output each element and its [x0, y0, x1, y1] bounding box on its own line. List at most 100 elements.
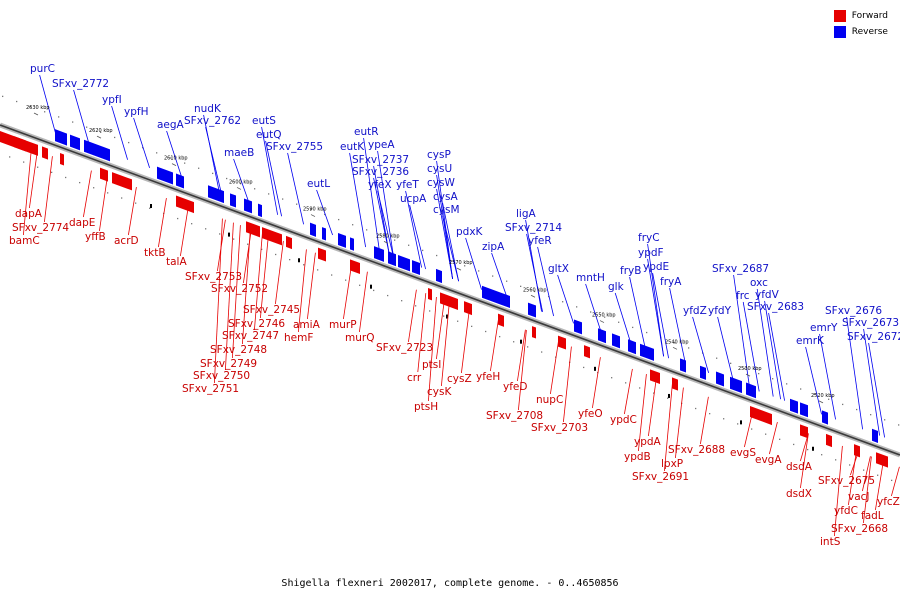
- reverse-gene-label: SFxv_2714: [505, 222, 562, 234]
- scale-dot: [191, 223, 193, 225]
- scale-dot: [408, 244, 410, 246]
- leader-line: [891, 466, 900, 497]
- scale-dot: [772, 378, 774, 380]
- tick-label: 2600 kbp: [229, 179, 253, 185]
- leader-line: [205, 126, 222, 195]
- scale-dot: [149, 207, 151, 209]
- scale-dot: [240, 183, 242, 185]
- leader-line: [819, 333, 836, 420]
- forward-gene: [318, 247, 326, 262]
- leader-line: [585, 283, 602, 334]
- legend: Forward Reverse: [833, 8, 888, 40]
- reverse-gene-label: maeB: [224, 147, 254, 159]
- leader-line: [133, 117, 150, 168]
- forward-swatch: [833, 10, 846, 22]
- forward-gene-label: dsdX: [786, 488, 812, 500]
- forward-gene-label: SFxv_2708: [486, 410, 543, 422]
- reverse-gene-label: glk: [608, 281, 625, 293]
- scale-dot: [415, 305, 417, 307]
- forward-gene-label: evgA: [755, 454, 782, 466]
- leader-line: [405, 190, 422, 268]
- reverse-gene: [800, 402, 808, 418]
- forward-gene: [176, 195, 194, 214]
- scale-dot: [380, 234, 382, 236]
- forward-gene-label: SFxv_2691: [632, 471, 689, 483]
- leader-line: [669, 287, 686, 365]
- tick-mark: [599, 320, 605, 323]
- tick-label: 2570 kbp: [449, 260, 473, 266]
- reverse-gene: [482, 285, 500, 305]
- tick-label: 2590 kbp: [303, 207, 327, 213]
- leader-line: [29, 150, 38, 209]
- scale-dot: [156, 152, 158, 154]
- leader-line: [373, 165, 390, 256]
- forward-gene: [100, 167, 108, 182]
- reverse-gene-label: emrK: [796, 335, 825, 347]
- leader-line: [526, 233, 543, 313]
- forward-gene: [428, 287, 432, 301]
- tick-label: 2580 kbp: [376, 233, 400, 239]
- scale-dot: [870, 414, 872, 416]
- leader-line: [629, 276, 646, 350]
- scale-dot: [730, 362, 732, 364]
- forward-gene: [532, 326, 536, 339]
- leader-line: [525, 219, 542, 312]
- scale-dot: [835, 459, 837, 461]
- reverse-gene: [528, 302, 536, 318]
- forward-gene-label: yfeO: [578, 408, 603, 420]
- forward-gene-label: SFxv_2745: [243, 304, 300, 316]
- forward-gene: [800, 424, 808, 439]
- reverse-gene-label: cysW: [427, 177, 455, 189]
- scale-dot: [51, 171, 53, 174]
- forward-gene-label: SFxv_2723: [376, 342, 433, 354]
- leader-line: [638, 373, 647, 452]
- scale-dot: [429, 310, 431, 312]
- scale-dot: [485, 330, 487, 333]
- tick-label: 2630 kbp: [26, 105, 50, 111]
- reverse-gene-label: eutR: [354, 126, 379, 138]
- scale-dot: [800, 388, 802, 390]
- scale-dot: [135, 202, 137, 204]
- forward-gene: [14, 136, 26, 152]
- leader-line: [180, 206, 189, 257]
- scale-dot: [226, 177, 228, 180]
- forward-gene-label: SFxv_2675: [818, 475, 875, 487]
- reverse-gene: [746, 382, 756, 399]
- leader-line: [517, 329, 526, 382]
- forward-gene-label: nupC: [536, 394, 563, 406]
- leader-line: [652, 272, 669, 359]
- scale-dot: [16, 100, 18, 103]
- reverse-gene: [258, 203, 262, 218]
- forward-gene-label: SFxv_2750: [193, 370, 250, 382]
- reverse-gene: [730, 376, 742, 394]
- leader-line: [287, 152, 304, 225]
- tick-mark: [33, 112, 39, 116]
- reverse-gene-label: SFxv_2755: [266, 141, 323, 153]
- leader-line: [461, 309, 470, 374]
- leader-line: [158, 197, 167, 248]
- forward-gene-label: SFxv_2774: [12, 222, 69, 234]
- leader-line: [664, 383, 673, 472]
- gap-mark: [228, 232, 230, 237]
- reverse-gene-label: fryA: [660, 276, 682, 288]
- leader-line: [316, 189, 333, 236]
- leader-line: [648, 377, 657, 437]
- forward-gene-label: SFxv_2668: [831, 523, 888, 535]
- leader-line: [863, 456, 872, 524]
- scale-dot: [86, 126, 88, 128]
- scale-dot: [114, 136, 116, 139]
- scale-dot: [590, 311, 592, 313]
- tick-mark: [456, 267, 462, 271]
- leader-line: [442, 215, 459, 282]
- leader-line: [99, 176, 108, 232]
- scale-dot: [261, 248, 263, 251]
- leader-line: [343, 265, 352, 320]
- leader-line: [363, 137, 380, 253]
- reverse-gene: [208, 185, 224, 204]
- scale-dot: [247, 243, 249, 245]
- forward-gene: [262, 227, 282, 246]
- reverse-gene-label: pdxK: [456, 226, 484, 238]
- reverse-gene: [230, 193, 236, 208]
- tick-label: 2560 kbp: [523, 287, 547, 293]
- scale-dot: [303, 264, 305, 266]
